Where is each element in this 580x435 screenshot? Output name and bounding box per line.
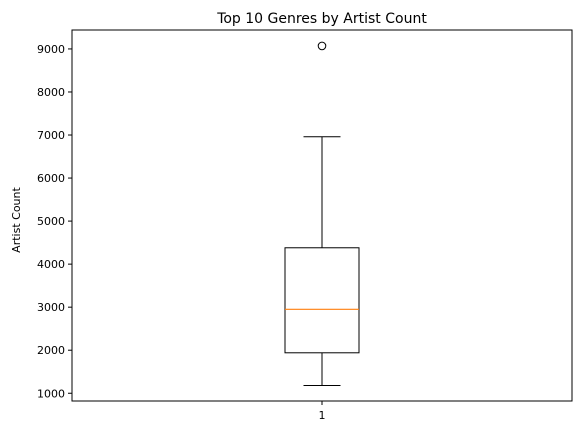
y-tick-label: 6000	[37, 172, 65, 185]
y-axis-label: Artist Count	[10, 187, 23, 253]
y-tick-label: 8000	[37, 86, 65, 99]
y-tick-label: 9000	[37, 43, 65, 56]
y-tick-label: 7000	[37, 129, 65, 142]
y-tick-label: 5000	[37, 215, 65, 228]
iqr-box	[284, 247, 360, 354]
y-tick-label: 1000	[37, 387, 65, 400]
x-tick-label: 1	[319, 409, 326, 422]
y-tick-label: 4000	[37, 258, 65, 271]
y-tick-label: 3000	[37, 301, 65, 314]
outlier-point	[317, 41, 327, 51]
plot-frame	[71, 29, 573, 402]
y-tick-label: 2000	[37, 344, 65, 357]
chart-title: Top 10 Genres by Artist Count	[216, 11, 427, 27]
